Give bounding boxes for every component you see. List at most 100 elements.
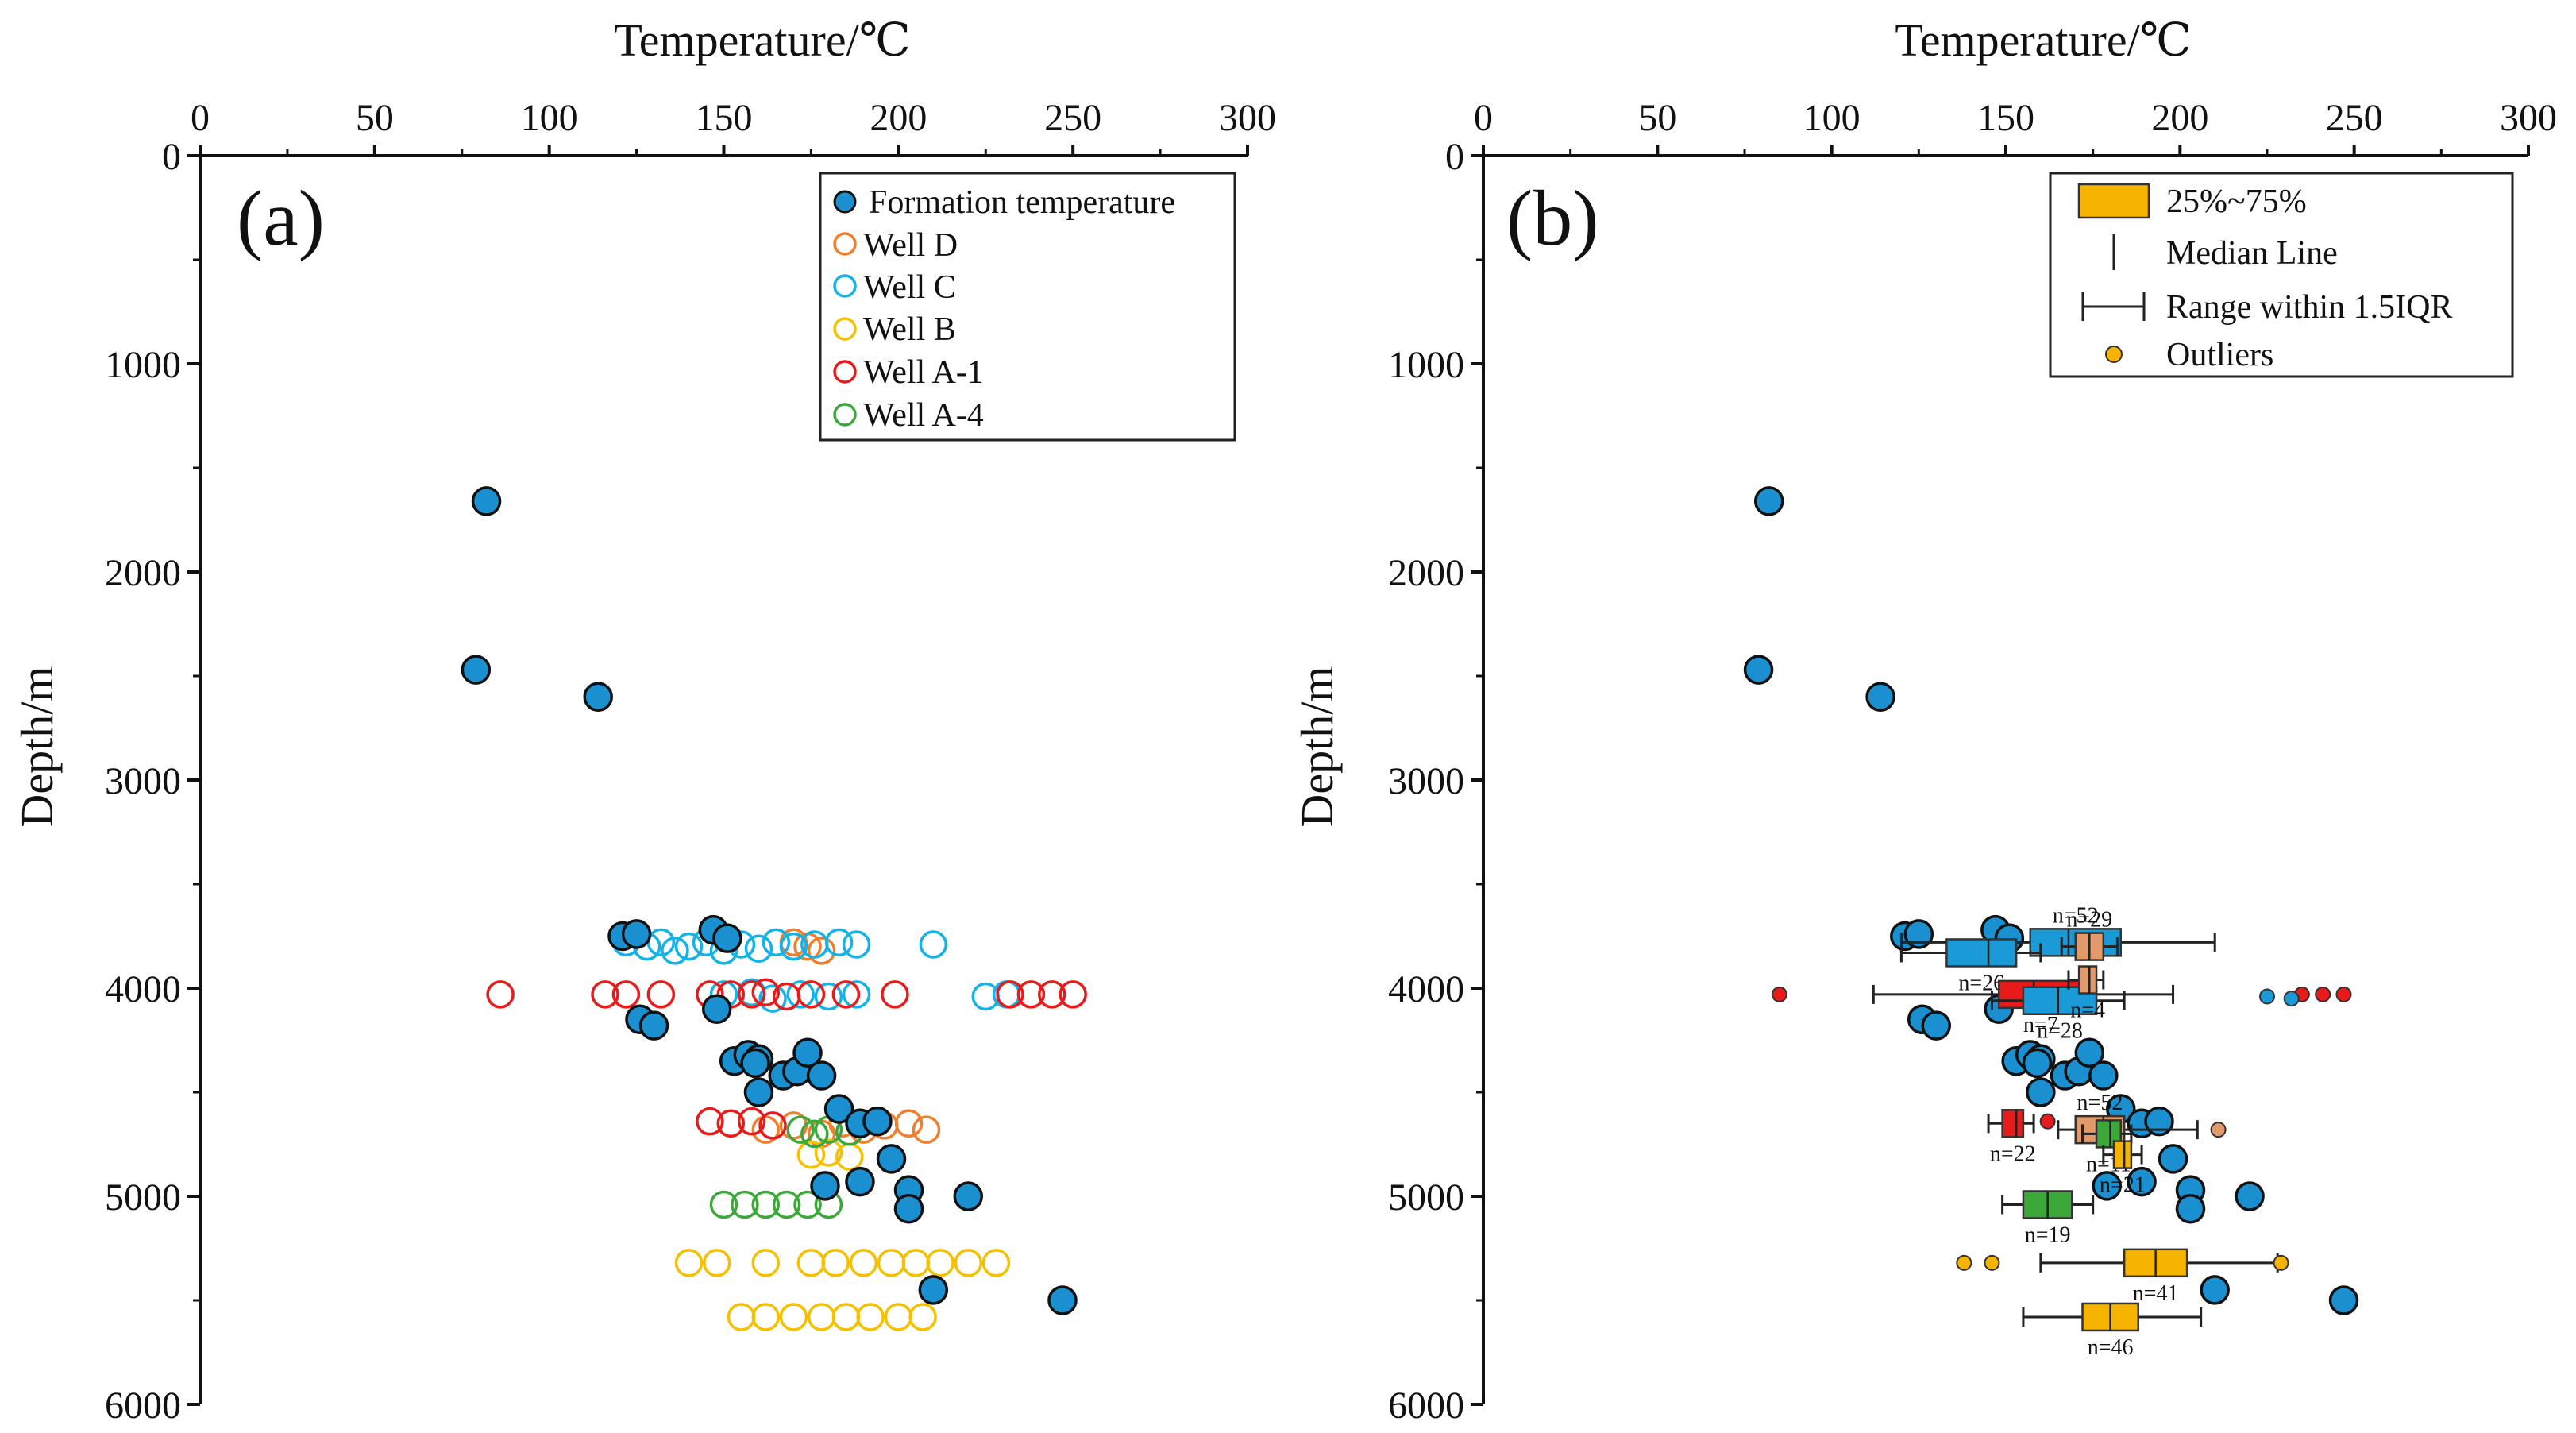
point-well-a-1: [591, 980, 619, 1009]
point-formation-temperature: [2026, 1077, 2056, 1107]
n-label-well-d: n=29: [2066, 908, 2112, 933]
panel-a-axes: 0 50 100 150 200 250 3000100020003000400050006…: [105, 97, 1276, 1427]
point-well-d: [912, 1115, 941, 1144]
x-tick-label: 150: [1977, 97, 2034, 139]
legend-median-label: Median Line: [2166, 235, 2338, 272]
x-tick-label: 300: [1219, 97, 1276, 139]
n-label-well-b: n=46: [2088, 1335, 2134, 1360]
y-tick-label: 2000: [1388, 552, 1464, 594]
legend-well-b-label: Well B: [863, 311, 956, 348]
point-formation-temperature: [2127, 1166, 2157, 1197]
n-label-well-d: n=4: [2070, 998, 2105, 1023]
n-label-well-c: n=28: [2037, 1019, 2083, 1044]
point-well-c: [674, 932, 704, 961]
point-formation-temperature: [2088, 1060, 2119, 1091]
panel-a-xlabel: Temperature/℃: [614, 14, 910, 66]
y-tick-label: 6000: [105, 1385, 181, 1427]
point-well-c: [842, 930, 871, 959]
point-formation-temperature: [876, 1144, 907, 1174]
point-well-a-4: [800, 1119, 829, 1149]
point-well-b: [779, 1303, 808, 1331]
legend-formation-marker: [833, 190, 857, 214]
x-tick-label: 100: [521, 97, 578, 139]
x-tick-label: 300: [2500, 97, 2557, 139]
point-well-a-4: [793, 1190, 822, 1219]
outlier-well-a-1: [1771, 986, 1787, 1002]
point-formation-temperature: [953, 1181, 984, 1211]
point-well-c: [919, 930, 948, 959]
legend-well-a1-marker: [833, 360, 857, 384]
y-tick-label: 5000: [105, 1176, 181, 1219]
point-formation-temperature: [2235, 1181, 2265, 1211]
y-tick-label: 4000: [1388, 968, 1464, 1010]
point-well-b: [926, 1249, 954, 1277]
point-well-b: [981, 1249, 1011, 1277]
legend-iqr-label: 25%~75%: [2166, 183, 2307, 220]
outlier-well-b: [1984, 1254, 2000, 1271]
point-formation-temperature: [2158, 1144, 2188, 1174]
panel-b-xlabel: Temperature/℃: [1895, 14, 2191, 66]
point-formation-temperature: [2144, 1106, 2174, 1137]
point-formation-temperature: [2074, 1037, 2105, 1068]
x-tick-label: 200: [870, 97, 927, 139]
legend-well-a1-label: Well A-1: [863, 354, 984, 391]
point-formation-temperature: [2328, 1285, 2359, 1315]
x-tick-label: 0: [191, 97, 210, 139]
point-well-c: [786, 980, 815, 1009]
x-tick-label: 50: [356, 97, 394, 139]
point-well-b: [856, 1303, 885, 1331]
n-label-well-a-4: n=19: [2025, 1222, 2071, 1247]
panel-a-ylabel: Depth/m: [11, 666, 63, 828]
point-well-c: [758, 984, 787, 1013]
point-well-d: [807, 937, 836, 965]
point-well-b: [954, 1249, 983, 1277]
x-tick-label: 200: [2151, 97, 2208, 139]
point-formation-temperature: [701, 994, 732, 1024]
point-well-b: [751, 1303, 781, 1331]
point-formation-temperature: [621, 919, 652, 949]
panel-a-label: (a): [237, 174, 325, 262]
iqr-box-well-d: [2077, 965, 2098, 995]
point-formation-temperature: [1047, 1285, 1078, 1315]
y-tick-label: 1000: [1388, 344, 1464, 386]
iqr-box-well-c: [1945, 938, 2018, 968]
panel-b-boxes: n=52n=26n=29n=7n=28n=4n=22n=52n=11n=21n=…: [1771, 903, 2352, 1360]
outlier-well-d: [2210, 1122, 2227, 1138]
point-well-a-1: [737, 1107, 766, 1136]
n-label-well-c: n=52: [2053, 903, 2099, 928]
panel-b-ylabel: Depth/m: [1291, 666, 1343, 828]
legend-well-c-marker: [833, 274, 857, 298]
point-well-d: [751, 1115, 781, 1144]
point-well-b: [908, 1303, 937, 1331]
point-well-c: [762, 928, 791, 957]
y-tick-label: 4000: [105, 968, 181, 1010]
legend-formation-label: Formation temperature: [869, 184, 1175, 221]
point-formation-temperature: [1753, 486, 1784, 516]
point-well-b: [849, 1249, 878, 1277]
point-formation-temperature: [792, 1037, 823, 1068]
point-well-c: [744, 934, 773, 963]
point-well-a-4: [786, 1115, 815, 1144]
point-well-b: [821, 1249, 850, 1277]
point-well-a-1: [646, 980, 676, 1009]
point-formation-temperature: [806, 1060, 837, 1091]
point-well-a-1: [716, 1109, 746, 1138]
y-tick-label: 0: [162, 136, 181, 178]
point-well-a-1: [751, 978, 781, 1006]
legend-well-d-marker: [833, 232, 857, 256]
x-tick-label: 150: [696, 97, 753, 139]
point-formation-temperature: [1743, 655, 1774, 685]
y-tick-label: 6000: [1388, 1385, 1464, 1427]
point-well-a-1: [1059, 980, 1087, 1009]
point-well-c: [842, 980, 871, 1009]
n-label-well-b: n=21: [2100, 1173, 2146, 1198]
point-well-a-4: [772, 1190, 801, 1219]
legend-well-c-label: Well C: [863, 269, 956, 306]
point-well-b: [751, 1249, 781, 1277]
panel-b-axes: 0 50 100 150 200 250 3000100020003000400050006…: [1388, 97, 2557, 1427]
legend-well-a4-marker: [833, 403, 857, 427]
legend-range-whisker: [2081, 292, 2146, 321]
panel-b: Temperature/℃ Depth/m (b) 0 50 100 150 200 25…: [1291, 14, 2557, 1427]
point-formation-temperature: [461, 655, 492, 685]
point-well-a-1: [737, 980, 766, 1009]
